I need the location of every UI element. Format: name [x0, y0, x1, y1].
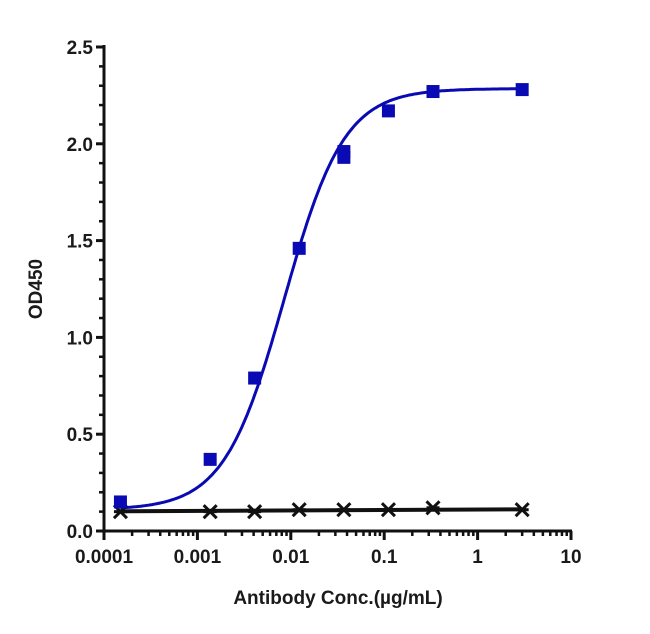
x-tick-label: 10: [560, 547, 581, 568]
x-tick-label: 1: [472, 547, 483, 568]
y-axis-ticks: 0.0 0.5 1.0 1.5 2.0 2.5: [67, 38, 104, 543]
y-tick-label: 0.0: [67, 522, 93, 543]
square-marker: [203, 452, 217, 466]
asterisk-marker: [514, 502, 530, 518]
asterisk-marker: [336, 502, 352, 518]
sigmoid-fit-curve: [120, 87, 523, 510]
y-tick-label: 1.5: [67, 232, 94, 253]
control-fit-line: [120, 507, 523, 514]
x-tick-label: 0.0001: [75, 547, 134, 568]
y-tick-label: 2.0: [67, 135, 93, 156]
x-axis-ticks: 0.0001 0.001 0.01 0.1 1 10: [75, 531, 582, 568]
y-axis-title: OD450: [26, 259, 47, 319]
x-tick-label: 0.001: [174, 547, 222, 568]
square-marker: [515, 83, 529, 97]
square-marker: [113, 495, 127, 509]
x-tick-label: 0.01: [272, 547, 309, 568]
fit-curves: [120, 87, 523, 514]
asterisk-marker: [380, 502, 396, 518]
y-tick-label: 1.0: [67, 328, 93, 349]
square-marker: [248, 371, 262, 385]
square-marker: [337, 145, 351, 159]
x-axis-title: Antibody Conc.(µg/mL): [233, 588, 442, 609]
asterisk-marker: [425, 500, 441, 516]
square-marker: [292, 241, 306, 255]
y-tick-label: 2.5: [67, 38, 94, 59]
y-tick-label: 0.5: [67, 425, 94, 446]
asterisk-marker: [202, 504, 218, 520]
asterisk-marker: [291, 502, 307, 518]
square-marker: [381, 104, 395, 118]
asterisk-marker: [247, 504, 263, 520]
data-points: [112, 83, 530, 520]
x-tick-label: 0.1: [371, 547, 398, 568]
square-marker: [426, 85, 440, 99]
